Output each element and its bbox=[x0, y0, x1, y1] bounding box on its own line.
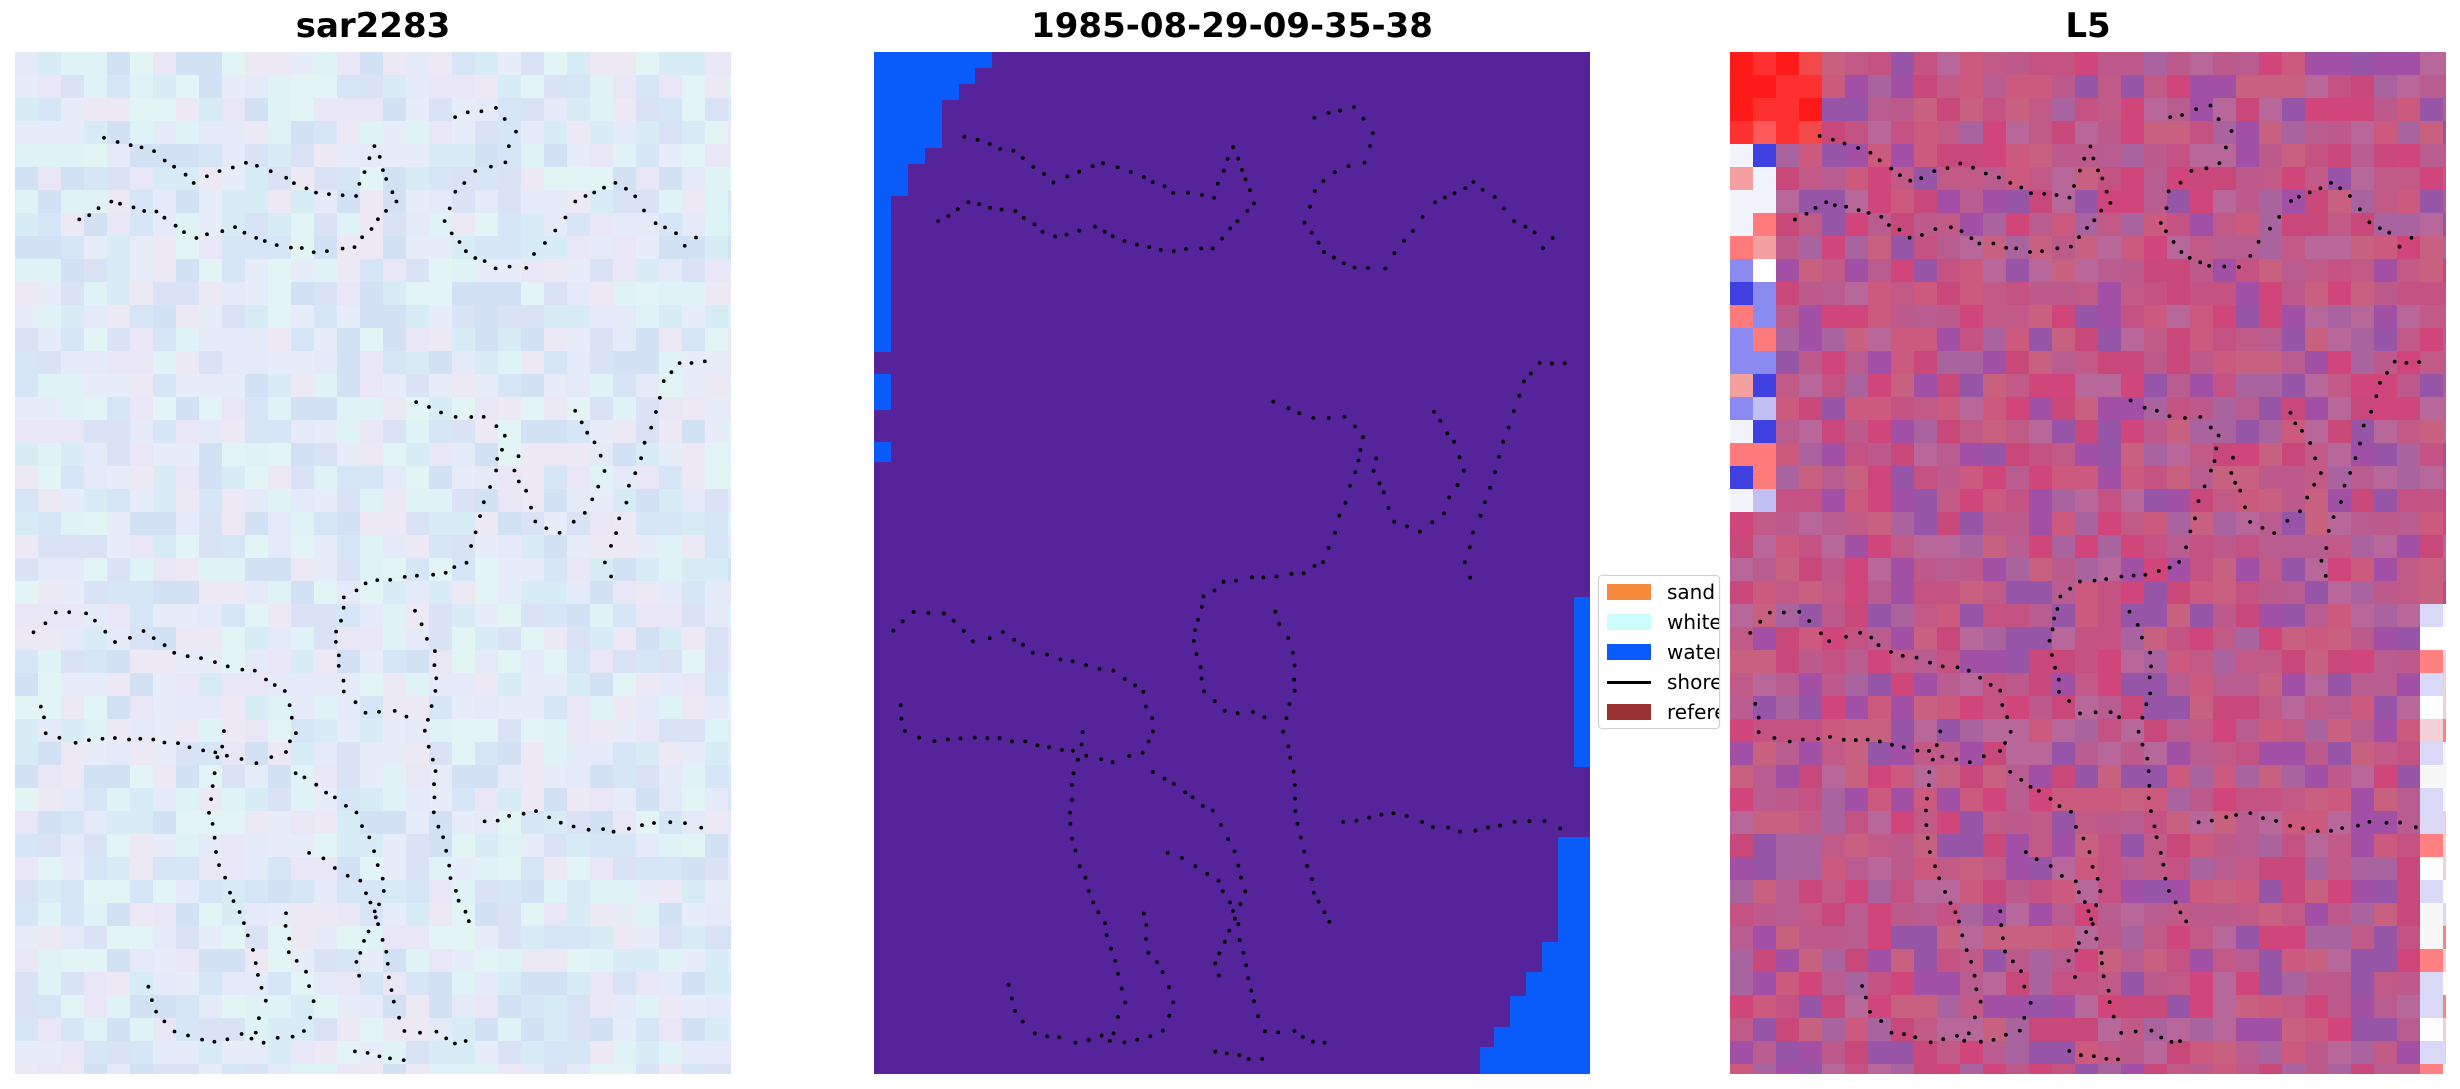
sar-image-panel bbox=[15, 52, 731, 1074]
whitewater-swatch bbox=[1607, 614, 1651, 630]
legend-label-sand: sand bbox=[1667, 580, 1716, 604]
legend-item-water: water bbox=[1607, 638, 1720, 666]
sand-swatch bbox=[1607, 584, 1651, 600]
legend-label-shoreline: shoreline bbox=[1667, 670, 1719, 694]
classified-image bbox=[874, 52, 1590, 1074]
water-swatch bbox=[1607, 644, 1651, 660]
water-regions bbox=[874, 52, 1590, 1074]
classified-shoreline-dots bbox=[891, 105, 1567, 1061]
legend-item-shoreline: shoreline bbox=[1607, 668, 1719, 696]
legend-item-sand: sand bbox=[1607, 578, 1719, 606]
l5-image-panel bbox=[1730, 52, 2446, 1074]
panel-title-sar: sar2283 bbox=[295, 6, 451, 46]
l5-texture bbox=[1730, 52, 2446, 1074]
l5-image bbox=[1730, 52, 2446, 1074]
reference-swatch bbox=[1607, 704, 1651, 720]
sar-texture bbox=[15, 52, 731, 1074]
legend-item-reference: reference bbox=[1607, 698, 1719, 726]
legend-label-reference: reference bbox=[1667, 700, 1719, 724]
sar-shoreline-dots bbox=[31, 106, 707, 1062]
l5-shoreline-dots bbox=[1748, 103, 2422, 1062]
panel-title-l5: L5 bbox=[2065, 6, 2111, 46]
legend-label-water: water bbox=[1667, 640, 1720, 664]
shoreline-line-icon bbox=[1607, 680, 1651, 684]
panel-title-date: 1985-08-29-09-35-38 bbox=[1031, 6, 1433, 46]
sar-image bbox=[15, 52, 731, 1074]
classified-image-panel bbox=[874, 52, 1590, 1074]
